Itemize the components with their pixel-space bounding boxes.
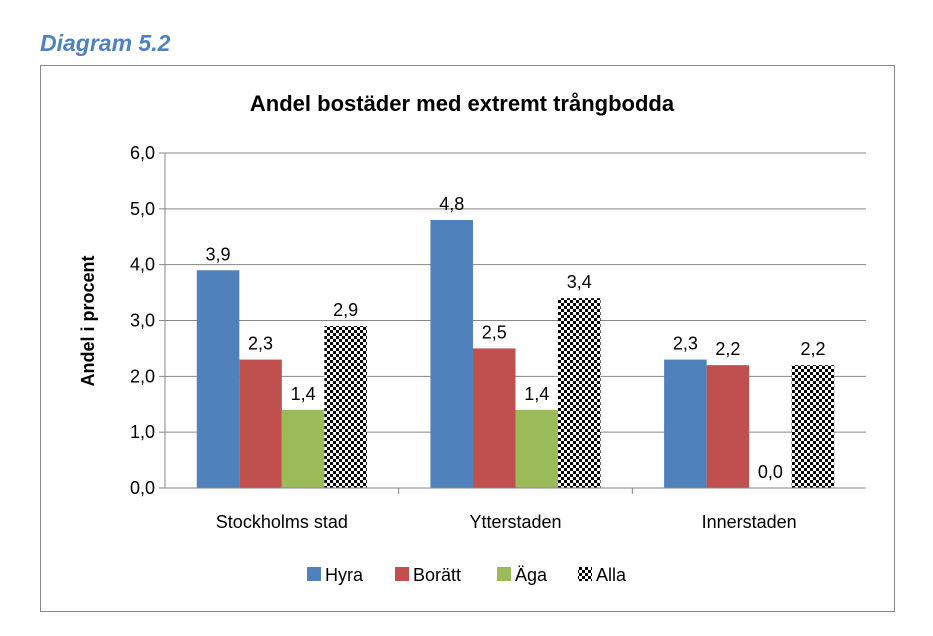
legend-swatch — [497, 567, 511, 581]
data-label: 1,4 — [524, 384, 549, 404]
bar-borätt — [706, 365, 750, 488]
x-tick-label: Stockholms stad — [216, 512, 348, 532]
bar-hyra — [430, 220, 473, 488]
bar-äga — [281, 409, 325, 488]
data-label: 0,0 — [758, 462, 783, 482]
bar-alla — [558, 298, 601, 488]
legend-swatch — [307, 567, 321, 581]
bar-borätt — [239, 359, 282, 488]
diagram-caption: Diagram 5.2 — [40, 30, 171, 56]
data-label: 1,4 — [291, 384, 316, 404]
bar-alla — [791, 365, 835, 488]
legend-label: Hyra — [325, 565, 364, 585]
bar-alla — [324, 326, 367, 488]
data-label: 2,2 — [715, 339, 740, 359]
chart-title: Andel bostäder med extremt trångbodda — [250, 91, 675, 116]
legend-swatch — [578, 567, 592, 581]
y-tick-label: 0,0 — [130, 478, 155, 498]
data-label: 2,3 — [673, 334, 698, 354]
y-tick-label: 1,0 — [130, 422, 155, 442]
data-label: 2,2 — [800, 339, 825, 359]
bar-hyra — [664, 359, 707, 488]
bar-hyra — [196, 270, 240, 488]
bar-äga — [515, 409, 559, 488]
data-label: 2,3 — [248, 334, 273, 354]
y-tick-label: 3,0 — [130, 311, 155, 331]
data-label: 4,8 — [439, 194, 464, 214]
x-tick-label: Innerstaden — [702, 512, 797, 532]
y-tick-label: 2,0 — [130, 366, 155, 386]
chart-frame — [40, 65, 895, 612]
y-tick-label: 4,0 — [130, 255, 155, 275]
data-label: 3,4 — [567, 272, 592, 292]
legend-label: Alla — [596, 565, 627, 585]
legend-label: Äga — [515, 565, 548, 585]
y-axis-label: Andel i procent — [78, 255, 98, 386]
legend-label: Borätt — [413, 565, 461, 585]
y-tick-label: 5,0 — [130, 199, 155, 219]
bar-borätt — [472, 348, 516, 488]
data-label: 3,9 — [206, 244, 231, 264]
x-tick-label: Ytterstaden — [469, 512, 561, 532]
legend-swatch — [395, 567, 409, 581]
data-label: 2,5 — [482, 322, 507, 342]
data-label: 2,9 — [333, 300, 358, 320]
y-tick-label: 6,0 — [130, 143, 155, 163]
